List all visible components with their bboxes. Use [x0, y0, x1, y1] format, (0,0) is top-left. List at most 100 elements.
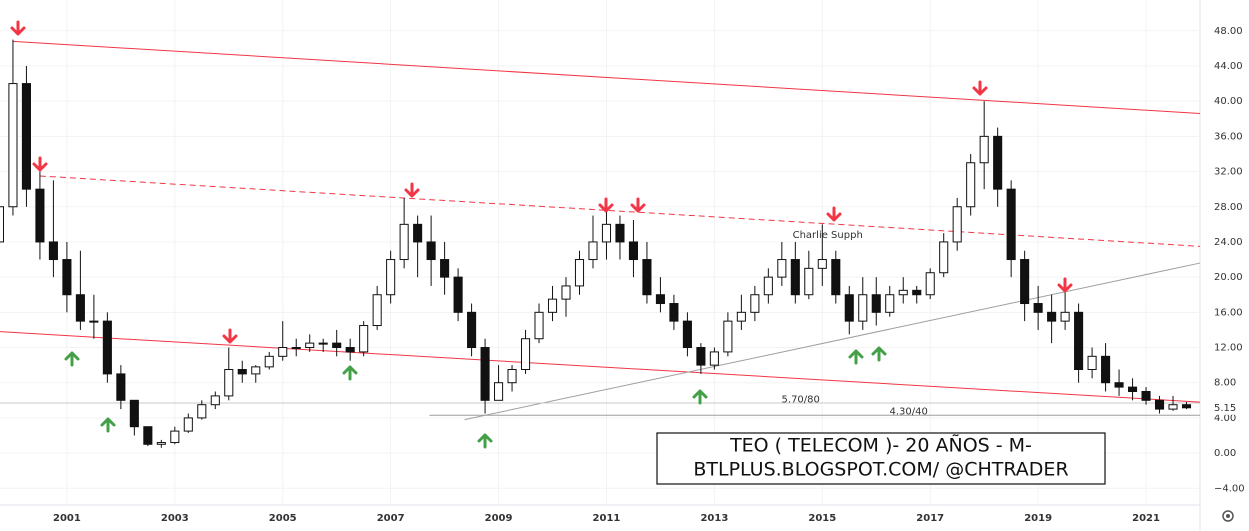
trend-line [464, 262, 1201, 421]
trend-line [12, 40, 1201, 114]
candle-body [777, 259, 787, 278]
last-price-box [1201, 400, 1245, 415]
candle-body [898, 289, 908, 296]
candle-body [696, 347, 706, 366]
candle-body [48, 241, 58, 261]
plot-layer: 5.70/80 4.30/40 Charlie Supph [0, 39, 1201, 448]
candle-body [372, 294, 382, 327]
candle-body [547, 298, 558, 313]
candle-body [210, 395, 220, 406]
candle-body [332, 342, 342, 349]
candle-body [345, 347, 355, 353]
candle-body [534, 311, 544, 340]
y-tick-label: 24.00 [1214, 237, 1243, 248]
candle-body [574, 259, 585, 287]
candle-body [291, 347, 301, 350]
y-tick-label: 48.00 [1214, 26, 1243, 37]
x-tick-label: 2017 [916, 513, 944, 524]
candle-body [817, 259, 827, 269]
candle-body [912, 289, 922, 296]
x-tick-label: 2009 [485, 513, 513, 524]
candle-body [561, 285, 571, 300]
candle-body [669, 303, 679, 322]
candle-body [885, 294, 895, 313]
candle-body [628, 241, 638, 261]
candle-body [0, 206, 5, 243]
buy-arrow [100, 417, 116, 433]
candle-body [682, 320, 692, 349]
candle-body [939, 241, 949, 274]
candle-body [1074, 311, 1084, 371]
buy-arrow [342, 365, 358, 381]
x-tick-label: 2015 [808, 513, 836, 524]
candle-body [426, 241, 436, 261]
title-box [656, 432, 1106, 485]
candle-body [993, 135, 1003, 190]
candle-body [305, 342, 315, 349]
candle-body [170, 430, 180, 444]
buy-arrow [848, 349, 864, 365]
candle-body [1168, 404, 1178, 410]
last-price-label: 5.15 [1214, 403, 1236, 414]
candle-body [1101, 355, 1111, 384]
candle-body [831, 259, 841, 296]
y-tick-label: 44.00 [1214, 61, 1243, 72]
candle-body [709, 351, 719, 366]
sell-arrow [222, 328, 238, 344]
candle-body [1060, 311, 1070, 322]
y-tick-label: 12.00 [1214, 343, 1243, 354]
y-tick-label: 20.00 [1214, 272, 1243, 283]
candle-body [790, 259, 800, 296]
candle-body [655, 294, 665, 305]
x-tick-label: 2007 [377, 513, 405, 524]
candle-body [1087, 355, 1097, 371]
candle-body [1114, 382, 1124, 388]
candle-body [979, 135, 989, 164]
x-tick-label: 2019 [1024, 513, 1052, 524]
sell-arrow [10, 20, 26, 36]
candle-body [89, 320, 99, 323]
settings-icon[interactable] [1222, 510, 1234, 522]
trend-line [0, 331, 1201, 403]
chart-subtitle: BTLPLUS.BLOGSPOT.COM/ @CHTRADER [693, 459, 1068, 481]
y-tick-label: 4.00 [1214, 413, 1236, 424]
candle-body [143, 426, 153, 445]
candle-body [251, 366, 261, 375]
candle-body [359, 325, 369, 353]
buy-arrow [477, 433, 493, 449]
candle-body [844, 294, 854, 322]
x-tick-label: 2011 [593, 513, 621, 524]
annotation: Charlie Supph [793, 230, 863, 241]
annotation: 5.70/80 [782, 394, 820, 405]
candle-body [871, 294, 881, 313]
candle-body [197, 404, 207, 419]
x-tick-label: 2005 [269, 513, 297, 524]
candle-body [736, 311, 746, 322]
candle-body [615, 223, 625, 243]
candle-body [183, 417, 193, 432]
candle-body [413, 223, 423, 243]
buy-arrow [64, 351, 80, 367]
candle-body [129, 399, 139, 428]
x-tick-label: 2013 [700, 513, 728, 524]
sell-arrow [1057, 277, 1073, 293]
buy-arrow [871, 346, 887, 362]
candle-body [1141, 391, 1151, 401]
sell-arrow [32, 156, 48, 172]
candle-body [588, 241, 598, 261]
candle-body [102, 320, 112, 375]
candle-body [494, 382, 504, 401]
candle-body [1033, 303, 1043, 313]
y-tick-label: 32.00 [1214, 167, 1243, 178]
candle-body [1047, 311, 1057, 322]
candle-body [952, 206, 962, 243]
candle-body [1128, 386, 1138, 393]
candle-body [750, 294, 760, 313]
candle-body [1020, 259, 1030, 305]
candle-body [804, 267, 814, 296]
y-tick-label: 0.00 [1214, 448, 1236, 459]
candle-body [21, 83, 31, 190]
candle-body [1181, 404, 1192, 409]
candle-body [966, 162, 976, 208]
